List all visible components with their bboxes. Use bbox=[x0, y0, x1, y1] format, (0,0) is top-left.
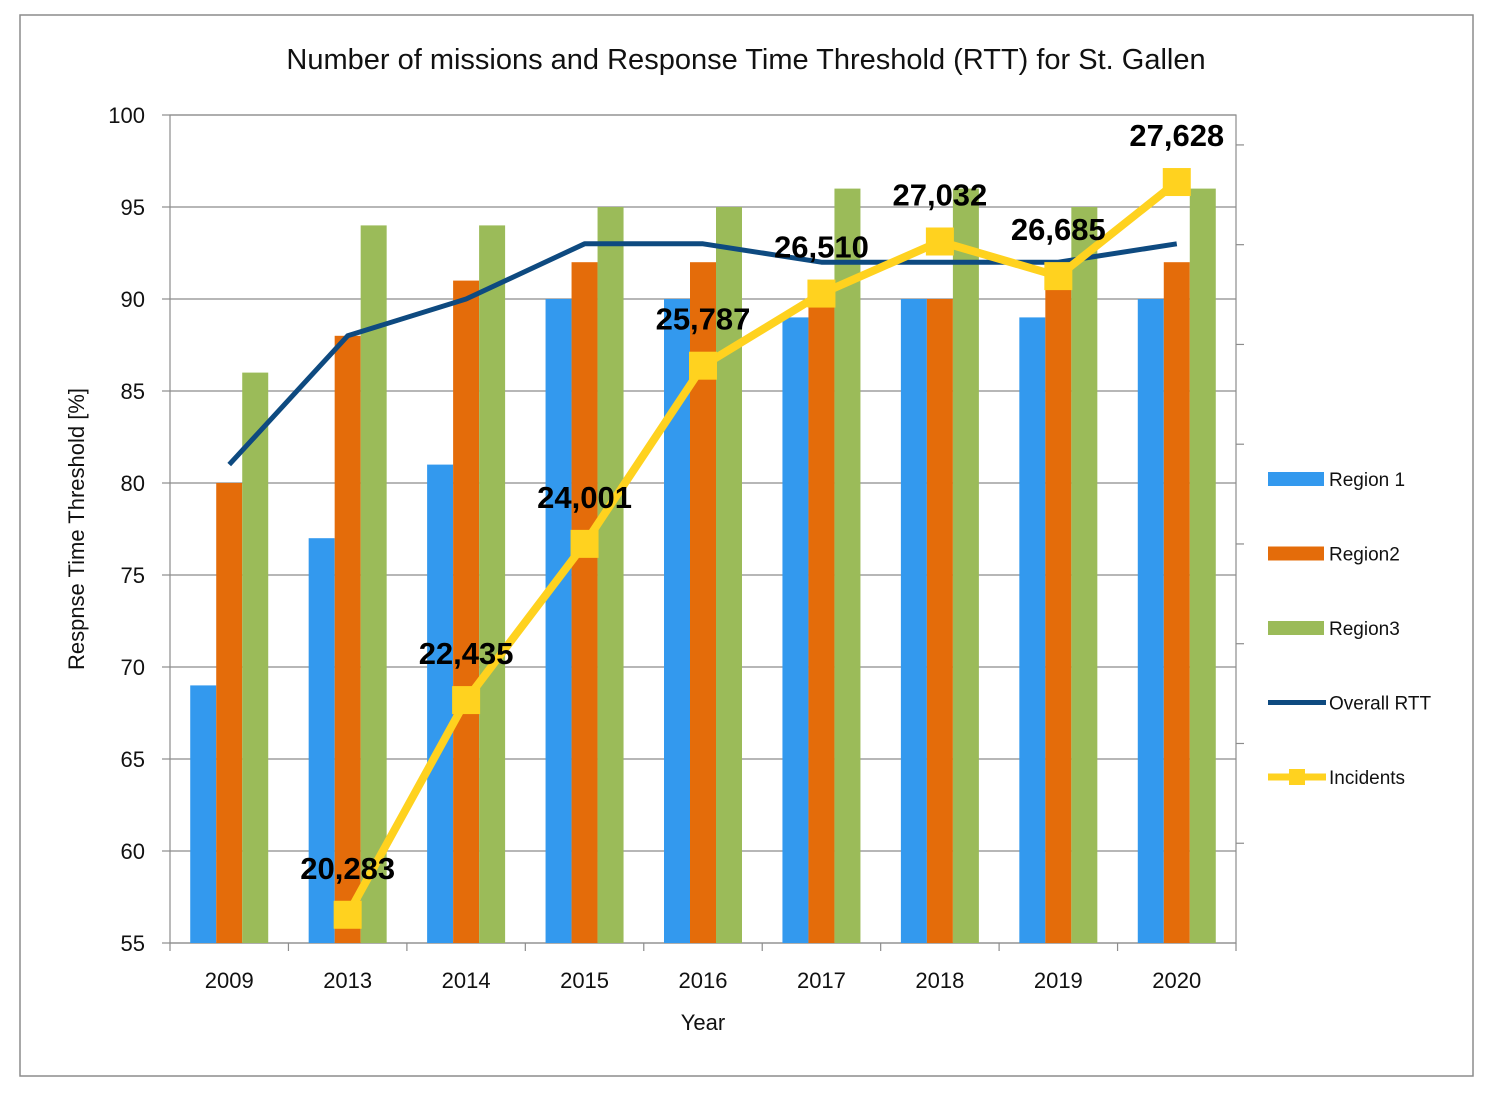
y-axis-label: Respnse Time Threshold [%] bbox=[64, 388, 89, 670]
bar-region3-2018 bbox=[952, 188, 979, 944]
y-tick-label-55: 55 bbox=[121, 931, 145, 956]
bar-region1-2017 bbox=[782, 317, 809, 943]
x-tick-label-2014: 2014 bbox=[442, 968, 491, 993]
legend-label-region-1: Region 1 bbox=[1329, 470, 1405, 491]
incidents-line-group: 20,283 22,435 24,001 25,787 26,510 27,032 26,6… bbox=[300, 118, 1224, 929]
y-tick-label-95: 95 bbox=[121, 195, 145, 220]
bar-region2-2017 bbox=[808, 280, 835, 944]
legend-label-overall-rtt: Overall RTT bbox=[1329, 694, 1431, 715]
bar-region1-2015 bbox=[545, 299, 572, 943]
incidents-data-label-2018: 27,032 bbox=[892, 177, 987, 212]
incidents-marker-2013 bbox=[333, 900, 362, 929]
bar-region3-2013 bbox=[360, 225, 387, 943]
legend-swatch-region2 bbox=[1268, 546, 1324, 561]
y-tick-label-75: 75 bbox=[121, 563, 145, 588]
bar-region2-2019 bbox=[1045, 280, 1072, 944]
x-tick-label-2009: 2009 bbox=[205, 968, 254, 993]
x-tick-label-2020: 2020 bbox=[1152, 968, 1201, 993]
bar-region1-2014 bbox=[427, 464, 454, 943]
y-tick-label-65: 65 bbox=[121, 747, 145, 772]
x-tick-label-2018: 2018 bbox=[915, 968, 964, 993]
bar-region2-2014 bbox=[453, 280, 480, 944]
incidents-marker-2017 bbox=[807, 279, 836, 308]
incidents-data-label-2019: 26,685 bbox=[1011, 212, 1106, 247]
bar-region3-2016 bbox=[716, 207, 742, 943]
incidents-line bbox=[344, 178, 1180, 917]
bar-region2-2018 bbox=[926, 299, 953, 943]
legend: Region 1 Region2 Region3 Overall RTT Inciden… bbox=[1268, 470, 1431, 789]
bar-region3-2019 bbox=[1071, 207, 1098, 943]
x-tick-label-2013: 2013 bbox=[323, 968, 372, 993]
bar-region1-2018 bbox=[900, 299, 927, 943]
incidents-marker-2014 bbox=[452, 686, 481, 715]
y-tick-label-80: 80 bbox=[121, 471, 145, 496]
y-tick-label-70: 70 bbox=[121, 655, 145, 680]
y-tick-label-100: 100 bbox=[108, 103, 145, 128]
x-tick-label-2015: 2015 bbox=[560, 968, 609, 993]
bar-region2-2013 bbox=[334, 335, 361, 943]
legend-marker-incidents bbox=[1289, 769, 1305, 785]
incidents-marker-2015 bbox=[570, 529, 599, 558]
chart-frame bbox=[19, 14, 1474, 1077]
chart-title: Number of missions and Response Time Thr… bbox=[286, 44, 1205, 76]
incidents-marker-2020 bbox=[1162, 168, 1191, 197]
incidents-data-label-2016: 25,787 bbox=[656, 302, 751, 337]
tick-labels: 55 60 65 70 75 80 85 90 95 100 2009 2013 2014 2015 201… bbox=[108, 103, 1201, 993]
x-tick-label-2019: 2019 bbox=[1034, 968, 1083, 993]
incidents-data-label-2015: 24,001 bbox=[537, 480, 632, 515]
incidents-marker-2018 bbox=[925, 227, 954, 256]
legend-label-region3: Region3 bbox=[1329, 619, 1400, 640]
bar-region1-2019 bbox=[1019, 317, 1046, 943]
legend-swatch-region-1 bbox=[1268, 472, 1324, 486]
bar-region1-2013 bbox=[308, 538, 335, 943]
y-tick-label-90: 90 bbox=[121, 287, 145, 312]
legend-label-incidents: Incidents bbox=[1329, 768, 1405, 789]
x-tick-label-2017: 2017 bbox=[797, 968, 846, 993]
axes bbox=[162, 114, 1244, 951]
bar-region2-2015 bbox=[571, 262, 598, 943]
incidents-data-label-2013: 20,283 bbox=[300, 851, 395, 886]
incidents-marker-2019 bbox=[1044, 262, 1073, 291]
incidents-data-label-2014: 22,435 bbox=[419, 636, 514, 671]
incidents-data-label-2020: 27,628 bbox=[1129, 118, 1224, 153]
incidents-data-label-2017: 26,510 bbox=[774, 230, 869, 265]
bar-region2-2009 bbox=[216, 483, 243, 943]
bar-region2-2020 bbox=[1163, 262, 1190, 943]
x-axis-label: Year bbox=[681, 1010, 725, 1035]
y-tick-label-85: 85 bbox=[121, 379, 145, 404]
bar-region1-2020 bbox=[1137, 299, 1164, 943]
bar-region3-2020 bbox=[1189, 188, 1216, 944]
bar-region3-2014 bbox=[479, 225, 506, 943]
incidents-marker-2016 bbox=[689, 351, 717, 380]
y-tick-label-60: 60 bbox=[121, 839, 145, 864]
bars bbox=[190, 188, 1216, 944]
legend-swatch-region3 bbox=[1268, 621, 1324, 635]
legend-label-region2: Region2 bbox=[1329, 545, 1400, 566]
bar-region3-2015 bbox=[597, 207, 624, 943]
x-tick-label-2016: 2016 bbox=[679, 968, 728, 993]
bar-region3-2009 bbox=[242, 372, 269, 944]
bar-region1-2009 bbox=[190, 685, 217, 943]
bar-region3-2017 bbox=[834, 188, 861, 944]
